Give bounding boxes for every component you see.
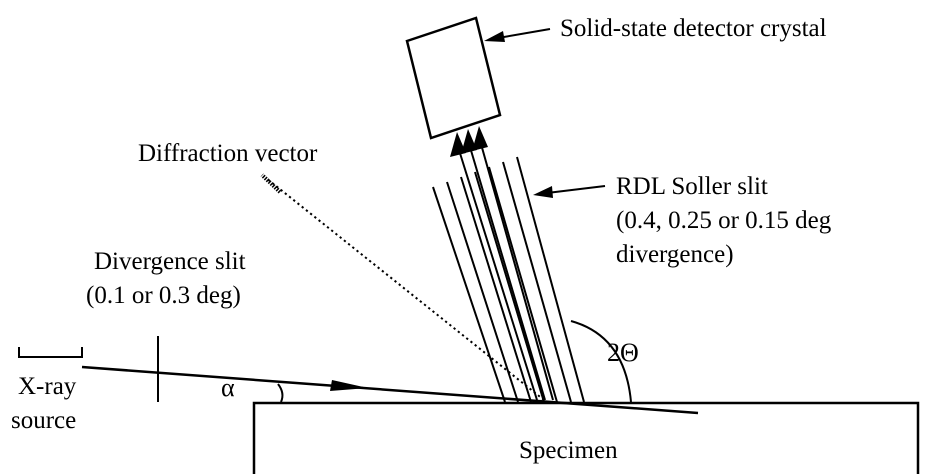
divergence-slit-value: (0.1 or 0.3 deg) bbox=[86, 282, 241, 309]
divergence-slit-label: Divergence slit bbox=[94, 248, 246, 275]
xray-source-marker bbox=[18, 347, 83, 358]
soller-divergence-label-cont: divergence) bbox=[616, 241, 734, 268]
detector-label: Solid-state detector crystal bbox=[560, 15, 827, 42]
soller-slit-plates bbox=[432, 156, 585, 403]
beam-arrowhead bbox=[472, 126, 488, 151]
diffraction-vector bbox=[260, 173, 545, 401]
beam-arrowhead bbox=[330, 380, 368, 391]
xray-source-label-cont: source bbox=[11, 407, 76, 434]
soller-pointer-arrow bbox=[533, 185, 606, 198]
detector-pointer-arrow bbox=[484, 28, 551, 42]
two-theta-label: 2Θ bbox=[607, 338, 639, 367]
soller-divergence-label: (0.4, 0.25 or 0.15 deg bbox=[616, 207, 832, 234]
soller-slit-label: RDL Soller slit bbox=[616, 173, 768, 200]
specimen-block bbox=[252, 401, 920, 474]
diffracted-beams bbox=[450, 126, 554, 401]
two-theta-arc bbox=[570, 320, 632, 403]
xray-source-label: X-ray bbox=[18, 373, 77, 400]
specimen-label: Specimen bbox=[519, 437, 618, 464]
alpha-label: α bbox=[221, 373, 235, 402]
diffraction-vector-label: Diffraction vector bbox=[138, 140, 318, 167]
detector-crystal bbox=[405, 16, 502, 140]
alpha-arc bbox=[277, 383, 284, 403]
incident-beam bbox=[81, 365, 699, 415]
